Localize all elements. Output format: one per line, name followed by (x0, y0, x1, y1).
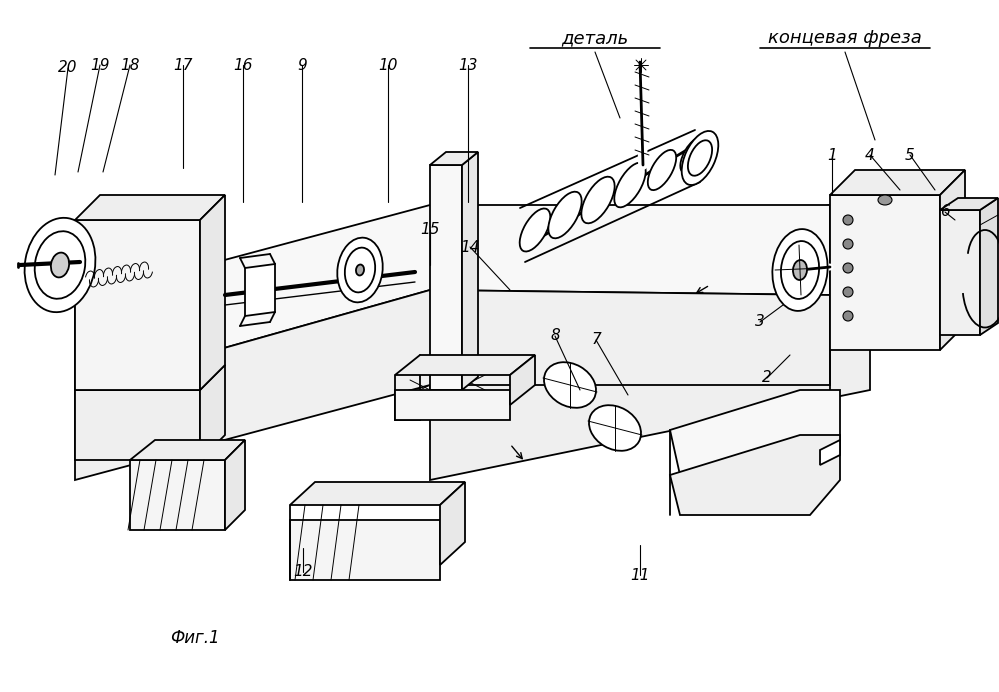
Ellipse shape (843, 215, 853, 225)
Polygon shape (670, 390, 840, 475)
Ellipse shape (589, 406, 641, 450)
Text: 10: 10 (379, 57, 398, 73)
Text: 9: 9 (297, 57, 307, 73)
Ellipse shape (843, 287, 853, 297)
Ellipse shape (843, 311, 853, 321)
Ellipse shape (614, 163, 645, 208)
Text: 19: 19 (90, 57, 110, 73)
Polygon shape (430, 152, 478, 165)
Polygon shape (75, 365, 225, 390)
Polygon shape (130, 460, 225, 530)
Ellipse shape (581, 176, 614, 224)
Text: 12: 12 (294, 565, 313, 579)
Polygon shape (130, 440, 245, 460)
Text: 4: 4 (865, 147, 875, 163)
Text: 8: 8 (550, 329, 559, 343)
Text: 7: 7 (591, 332, 600, 347)
Polygon shape (940, 198, 998, 210)
Text: Фиг.1: Фиг.1 (170, 629, 220, 647)
Polygon shape (670, 435, 840, 515)
Polygon shape (940, 170, 965, 350)
Polygon shape (200, 195, 225, 390)
Polygon shape (430, 205, 870, 385)
Ellipse shape (548, 192, 581, 238)
Text: 11: 11 (630, 567, 649, 583)
Ellipse shape (51, 253, 69, 277)
Polygon shape (430, 165, 462, 390)
Ellipse shape (25, 218, 96, 312)
Text: 16: 16 (233, 57, 253, 73)
Polygon shape (290, 482, 465, 505)
Text: 14: 14 (461, 239, 480, 255)
Ellipse shape (544, 362, 596, 408)
Polygon shape (820, 440, 840, 465)
Ellipse shape (681, 131, 718, 185)
Ellipse shape (356, 264, 364, 275)
Polygon shape (290, 520, 440, 580)
Polygon shape (75, 290, 830, 480)
Text: 13: 13 (459, 57, 478, 73)
Ellipse shape (793, 260, 807, 280)
Polygon shape (940, 210, 980, 335)
Polygon shape (980, 198, 998, 335)
Text: 15: 15 (421, 223, 440, 237)
Ellipse shape (843, 239, 853, 249)
Polygon shape (830, 170, 965, 195)
Polygon shape (75, 205, 830, 390)
Ellipse shape (843, 263, 853, 273)
Polygon shape (395, 390, 510, 420)
Text: концевая фреза: концевая фреза (768, 29, 922, 47)
Polygon shape (245, 264, 275, 316)
Text: 1: 1 (827, 147, 837, 163)
Polygon shape (440, 482, 465, 565)
Polygon shape (395, 355, 535, 375)
Ellipse shape (680, 137, 705, 173)
Polygon shape (510, 355, 535, 405)
Text: 3: 3 (755, 314, 765, 329)
Polygon shape (75, 390, 200, 460)
Text: деталь: деталь (561, 29, 628, 47)
Ellipse shape (519, 208, 550, 251)
Ellipse shape (647, 150, 676, 190)
Polygon shape (430, 295, 870, 480)
Polygon shape (200, 365, 225, 460)
Polygon shape (830, 195, 940, 350)
Text: 20: 20 (58, 60, 78, 75)
Polygon shape (75, 195, 225, 220)
Ellipse shape (338, 237, 383, 302)
Text: 2: 2 (762, 370, 772, 385)
Text: 18: 18 (120, 57, 140, 73)
Text: 17: 17 (173, 57, 193, 73)
Polygon shape (462, 152, 478, 390)
Text: 6: 6 (940, 205, 950, 219)
Polygon shape (225, 440, 245, 530)
Ellipse shape (878, 195, 892, 205)
Text: 5: 5 (905, 147, 915, 163)
Ellipse shape (772, 229, 827, 311)
Polygon shape (75, 220, 200, 390)
